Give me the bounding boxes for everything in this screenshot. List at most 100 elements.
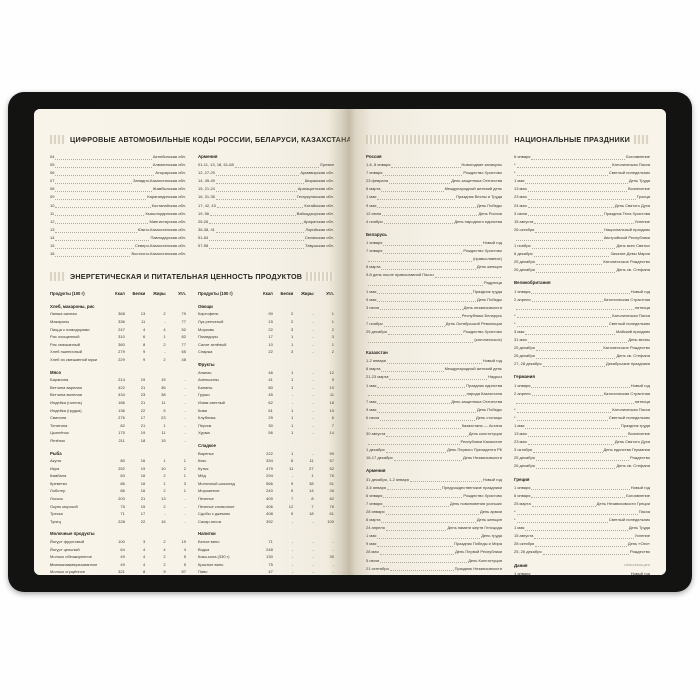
table-row: Акула 80 16 1 1 [50,457,186,465]
auto-codes-columns: 04 Актюбинская обл. 05 Алматинская обл. 06 Ат… [50,153,334,258]
holiday-country-title: Армения [366,468,386,474]
table-cell: 7 [311,503,314,509]
nutrition-category-label: Сладкое [198,442,217,448]
dot-leader [379,419,475,421]
table-cell: 75 [120,503,125,509]
holiday-row-key: 24 мая [514,202,527,208]
holiday-row-key: 1 мая [366,382,377,388]
code-row-key: 06 [50,170,55,176]
table-row: Лук репчатый 15 2 - 1 [198,318,334,326]
dot-leader [55,223,149,225]
table-cell: Ананас [198,369,212,375]
dot-leader [55,158,152,160]
table-cell: 23 [140,392,146,398]
holiday-row-value: День столицы [476,414,502,420]
holiday-row: 1 мая День Труда [514,177,650,185]
table-cell: 4 [142,546,146,552]
holiday-row-key: 23 мая [514,194,527,200]
dot-leader [377,546,454,548]
table-cell: Сахар-песок [198,518,222,524]
holiday-row: 1 января Новый год [514,570,650,575]
table-cell: 4 [142,561,146,567]
dot-leader [55,231,137,233]
table-cell: 71 [268,539,273,545]
holiday-country-title: Беларусь [366,231,387,237]
dot-leader [215,191,297,193]
dot-leader [234,166,320,168]
table-cell: 21 [140,384,146,390]
holiday-country-title: Россия [366,154,382,159]
table-cell: 61 [268,407,273,413]
table-cell: 52 [329,465,334,471]
holiday-row-key: 15 августа [514,533,534,539]
table-cell: - [291,569,294,575]
table-cell: 392 [266,518,273,524]
table-cell: - [291,399,294,405]
table-cell: 336 [118,319,125,324]
table-cell: 18 [140,437,146,443]
code-row: 12 Мангистауская обл. [50,218,186,226]
holiday-row-value: пятница [634,398,650,404]
table-cell: Молоко обезжиренное [50,554,92,560]
table-cell: - [312,407,314,413]
holiday-row-key: 6 января [514,492,531,498]
right-page: НАЦИОНАЛЬНЫЕ ПРАЗДНИКИ Россия 1-6, 8 янва… [350,109,666,575]
table-cell: 1 [311,473,314,479]
holiday-row-value: Международный женский день [444,186,502,192]
holiday-row-value: Республики Казахстан [460,439,502,445]
holiday-row: * Католическая Пасха [514,312,650,320]
table-cell: 22 [140,518,146,524]
table-row: Рис смешанный 360 8 2 77 [50,341,186,349]
table-cell: 2 [163,561,166,567]
table-cell: 1 [290,384,294,390]
table-cell: Клубника [198,415,216,421]
notebook-cover: ЦИФРОВЫЕ АВТОМОБИЛЬНЫЕ КОДЫ РОССИИ, БЕЛА… [8,92,692,592]
holiday-row-value: День Независимости [462,455,502,461]
holiday-row-key: 24 апреля [366,525,385,531]
code-row: 04 Актюбинская обл. [50,153,186,161]
holiday-row-key: 30 августа [366,431,386,437]
holiday-row: * Светлый понедельник [514,320,650,328]
dot-leader [535,272,616,274]
table-cell: 214 [118,377,125,383]
holiday-row-key: 23 февраля [366,178,389,184]
holiday-row: 21 сентября Праздник Независимости [366,565,502,573]
holiday-row-key: 1 мая [514,178,525,184]
table-cell: 26 [329,488,334,494]
table-cell: 45 [268,392,273,398]
table-cell: Ветчина вяленая [50,392,82,398]
table-cell: - [184,518,186,524]
holiday-row-key: 26 октября [514,226,535,232]
table-row: Рис очищенный 310 6 1 82 [50,333,186,341]
table-cell: 2 [163,488,166,494]
table-cell: 2 [331,326,334,332]
dot-leader [531,395,603,397]
code-row-key: 15, 21-24 [198,186,215,192]
table-cell: 406 [266,503,273,509]
table-cell: Печенье [198,496,214,502]
table-cell: Спаржа [198,349,213,355]
table-cell: 36 [161,384,166,390]
holiday-row-value: Католическая Пасха [612,312,650,318]
table-cell: - [312,384,314,390]
table-cell: 13 [161,496,166,502]
dot-leader [55,166,152,168]
table-cell: 130 [266,554,273,560]
table-cell: 175 [118,430,125,436]
holiday-row: 7 ноября День Октябрьской Революции [366,320,502,328]
holiday-row-value: Международный женский день [444,366,502,372]
holiday-row: 23 мая День Святого Духа [514,438,650,446]
table-cell: - [184,407,186,413]
code-row: 14, 45-49 Ширакская обл. [198,177,334,185]
dot-leader [368,395,466,397]
table-cell: 15 [161,377,166,383]
holiday-row-value: Новый год [630,382,650,388]
holiday-row: 1 мая Праздник труда [514,422,650,430]
table-cell: Кекс [198,458,207,464]
holiday-row-key: 26 декабря [514,353,535,359]
table-cell: 3 [142,539,146,545]
holiday-row-key: 9 мая [366,406,377,412]
dot-leader [383,325,445,327]
holiday-row-key: 23 мая [514,439,527,445]
dot-leader [535,468,616,470]
